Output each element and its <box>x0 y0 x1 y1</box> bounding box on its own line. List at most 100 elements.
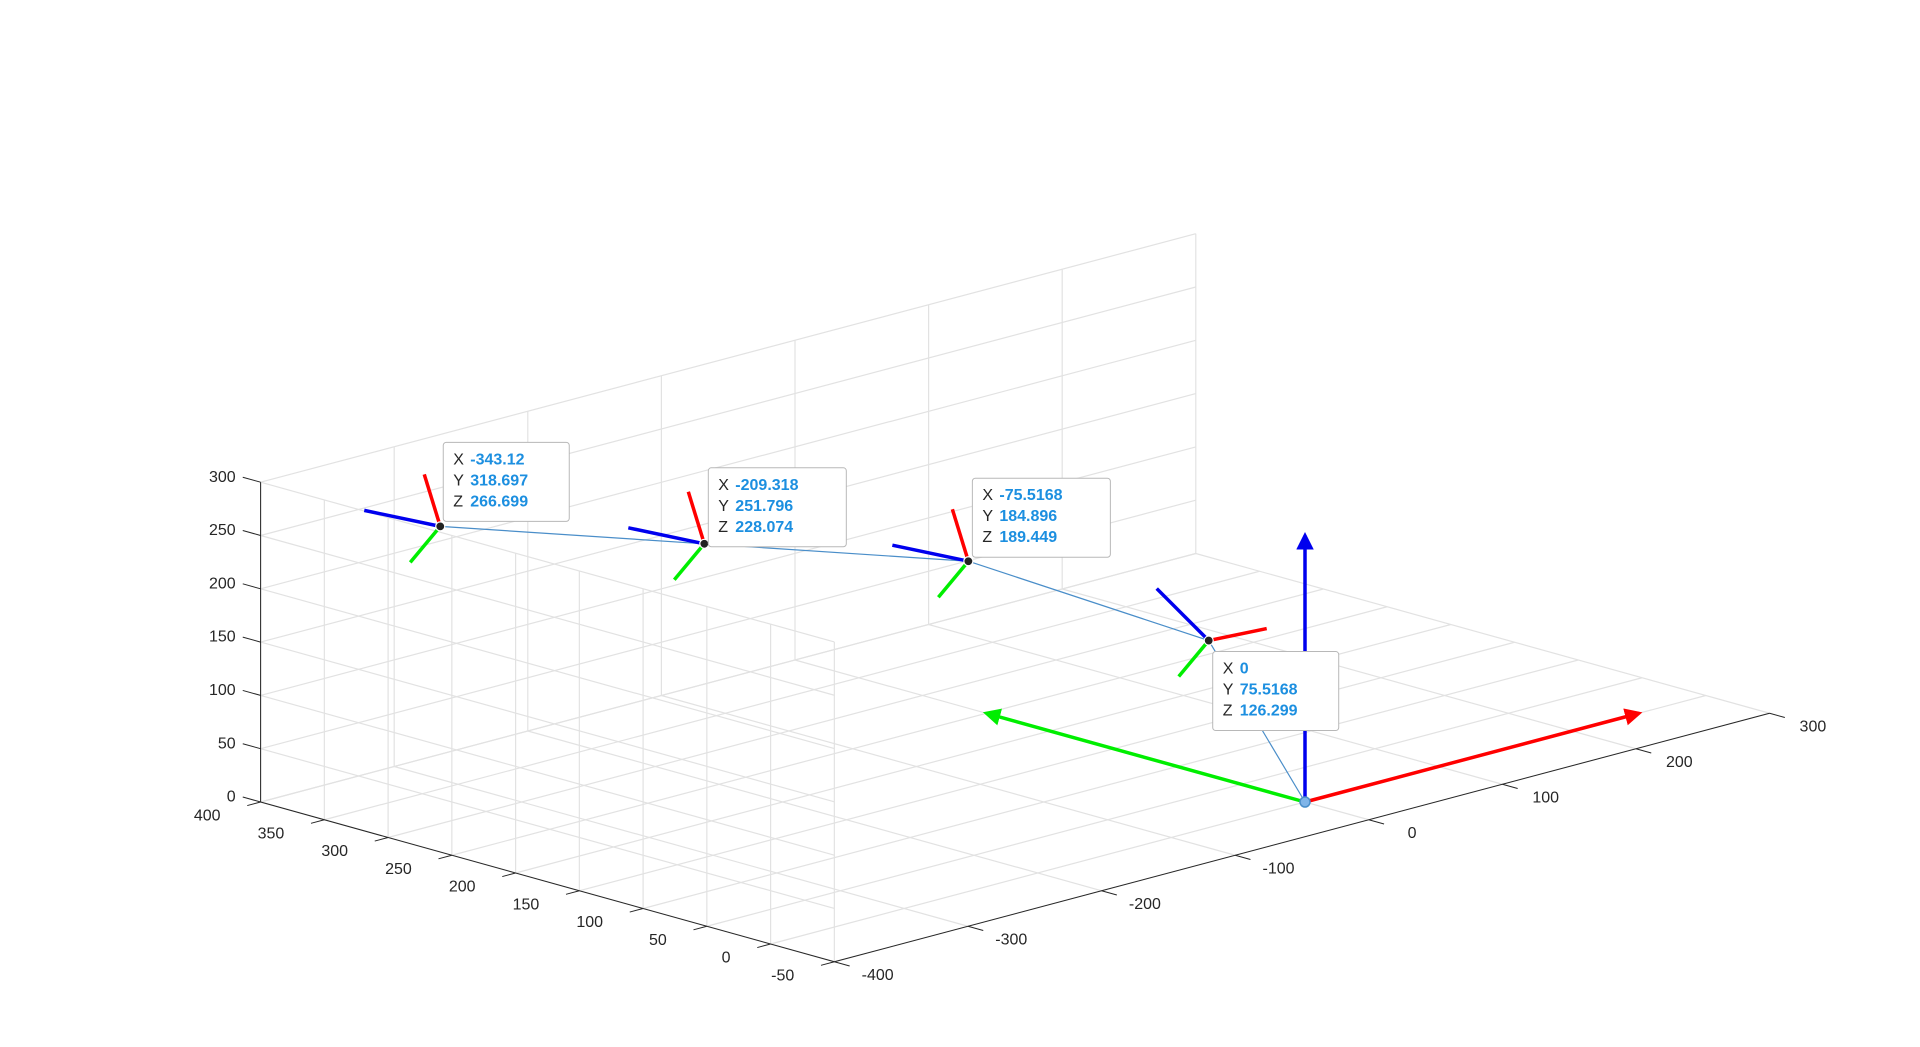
base-frame-y-axis-arrow <box>982 708 1306 804</box>
data-point-marker[interactable] <box>1203 635 1214 646</box>
datatip-y-value: 184.896 <box>999 508 1057 525</box>
joint-z-axis <box>363 508 441 529</box>
datatip-y-label: Y <box>982 508 993 525</box>
y-tick-mark <box>310 819 325 824</box>
datatip[interactable]: X -75.5168 Y 184.896 Z 189.449 <box>971 477 1111 558</box>
x-axis-line <box>834 712 1770 963</box>
joint-z-axis <box>1155 587 1210 642</box>
y-axis-line <box>260 801 835 963</box>
z-tick-mark <box>242 583 261 590</box>
data-point-marker[interactable] <box>435 521 446 532</box>
data-tips[interactable]: X -343.12 Y 318.697 Z 266.699 X -209.318 Y 251.79… <box>442 441 1340 732</box>
base-frame-x-axis-arrow <box>1304 708 1643 804</box>
datatip-x-label: X <box>1223 661 1234 678</box>
grid-line <box>260 534 835 696</box>
x-tick-mark <box>1368 819 1385 825</box>
grid-line <box>1195 552 1770 714</box>
datatip-box <box>971 477 1111 558</box>
x-tick-mark <box>834 961 850 967</box>
datatip-y-label: Y <box>718 498 729 515</box>
datatip-y-value: 251.796 <box>735 498 793 515</box>
grid-line <box>387 588 1324 839</box>
datatip-x-value: -209.318 <box>735 477 798 494</box>
datatip[interactable]: X 0Y 75.5168 Z 126.299 <box>1212 651 1340 732</box>
x-tick-label: -300 <box>995 931 1027 948</box>
datatip-z-value: 266.699 <box>470 493 528 510</box>
datatip-box <box>442 441 570 522</box>
y-tick-mark <box>693 925 707 931</box>
datatip[interactable]: X -343.12 Y 318.697 Z 266.699 <box>442 441 570 522</box>
joint-x-axis <box>1208 626 1268 643</box>
x-tick-label: -100 <box>1262 860 1294 877</box>
grid-line <box>661 694 1236 856</box>
joint-x-axis <box>950 508 971 562</box>
data-point-marker[interactable] <box>963 556 974 567</box>
y-tick-mark <box>757 943 771 949</box>
datatip-y-value: 75.5168 <box>1240 682 1298 699</box>
y-tick-mark <box>438 854 452 860</box>
series-line[interactable] <box>440 525 1306 803</box>
datatip-z-value: 126.299 <box>1240 703 1298 720</box>
z-tick-mark <box>242 796 261 803</box>
z-tick-label: 0 <box>227 789 236 806</box>
datatip-x-value: 0 <box>1240 661 1249 678</box>
z-tick-label: 50 <box>218 735 236 752</box>
y-tick-label: 200 <box>449 879 476 896</box>
datatip-x-label: X <box>982 487 993 504</box>
grid-line <box>260 641 835 803</box>
x-tick-mark <box>967 925 984 931</box>
z-tick-label: 300 <box>209 469 236 486</box>
y-tick-mark <box>565 890 580 895</box>
grid-line <box>260 339 1196 590</box>
grid-line <box>1062 588 1637 750</box>
origin-marker[interactable] <box>1299 796 1311 808</box>
datatip-y-label: Y <box>453 472 464 489</box>
datatip-box <box>1212 651 1340 732</box>
datatip-z-value: 228.074 <box>735 519 793 536</box>
z-tick-mark <box>242 636 261 643</box>
datatip-y-value: 318.697 <box>470 472 528 489</box>
joint-y-axis <box>937 560 970 599</box>
y-tick-label: 350 <box>258 825 285 842</box>
y-tick-mark <box>629 908 644 913</box>
y-tick-mark <box>820 961 835 966</box>
grid-line <box>706 677 1643 927</box>
z-tick-label: 250 <box>209 522 236 539</box>
datatip-z-label: Z <box>1223 703 1233 720</box>
grid-line <box>324 570 1260 821</box>
x-tick-label: 300 <box>1800 718 1827 735</box>
y-tick-label: 150 <box>513 896 540 913</box>
x-tick-mark <box>1769 712 1785 718</box>
joint-x-axis <box>686 491 706 545</box>
tick-labels: -400 -300 -200 -100 0 100 200 300 -50 0 50 100 150 20… <box>194 469 1827 985</box>
y-tick-mark <box>374 837 389 842</box>
joint-z-axis <box>892 543 969 563</box>
datatip-y-label: Y <box>1223 682 1234 699</box>
axes <box>242 476 1785 967</box>
y-tick-label: 100 <box>576 914 603 931</box>
grid-line <box>451 606 1388 856</box>
grid-lines <box>260 233 1770 963</box>
datatip-x-value: -75.5168 <box>999 487 1062 504</box>
datatip[interactable]: X -209.318 Y 251.796 Z 228.074 <box>707 467 847 548</box>
grid-line <box>579 641 1515 892</box>
x-tick-mark <box>1235 854 1251 860</box>
x-tick-label: 200 <box>1666 754 1693 771</box>
z-tick-label: 100 <box>209 682 236 699</box>
y-tick-label: 250 <box>385 861 412 878</box>
z-tick-mark <box>242 689 261 696</box>
joint-y-axis <box>1177 639 1211 678</box>
data-point-marker[interactable] <box>699 538 710 549</box>
y-tick-label: 0 <box>722 950 731 967</box>
grid-line <box>642 659 1579 910</box>
z-tick-label: 200 <box>209 575 236 592</box>
x-tick-label: 100 <box>1532 789 1559 806</box>
y-tick-label: -50 <box>771 967 794 984</box>
grid-line <box>260 481 835 643</box>
x-tick-mark <box>1635 748 1652 754</box>
x-tick-label: -400 <box>862 967 894 984</box>
joint-y-axis <box>408 525 442 564</box>
datatip-z-label: Z <box>453 493 463 510</box>
y-tick-mark <box>502 872 516 878</box>
